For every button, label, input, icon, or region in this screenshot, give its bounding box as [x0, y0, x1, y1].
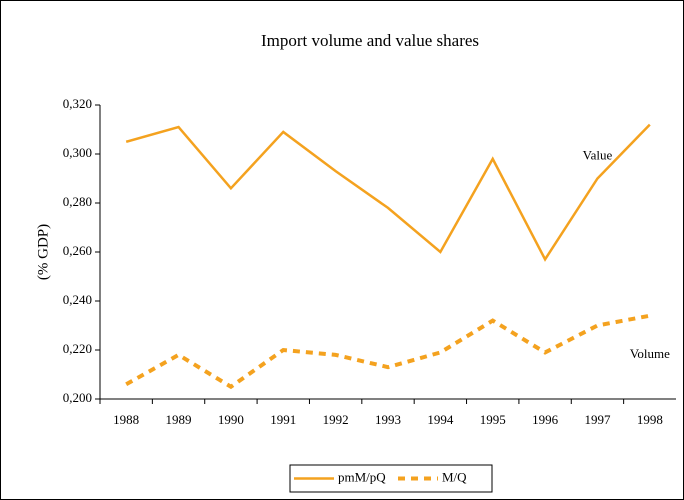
- data-line: [125, 123, 651, 262]
- y-tick-label: 0,240: [63, 292, 92, 307]
- x-tick-label: 1991: [270, 412, 296, 427]
- y-tick-label: 0,200: [63, 390, 92, 405]
- y-tick-label: 0,280: [63, 194, 92, 209]
- y-axis-label: (% GDP): [35, 224, 51, 280]
- chart-title: Import volume and value shares: [261, 31, 479, 50]
- x-tick-label: 1994: [427, 412, 454, 427]
- annotation: Volume: [630, 346, 670, 361]
- x-tick-label: 1997: [584, 412, 611, 427]
- y-tick-label: 0,220: [63, 341, 92, 356]
- legend-label: M/Q: [442, 469, 467, 484]
- x-tick-label: 1995: [480, 412, 506, 427]
- y-tick-label: 0,320: [63, 96, 92, 111]
- x-tick-label: 1998: [637, 412, 663, 427]
- x-tick-label: 1988: [113, 412, 139, 427]
- x-tick-label: 1990: [218, 412, 244, 427]
- x-tick-label: 1996: [532, 412, 559, 427]
- annotation: Value: [583, 147, 613, 162]
- x-tick-label: 1992: [323, 412, 349, 427]
- y-tick-label: 0,300: [63, 145, 92, 160]
- legend-label: pmM/pQ: [338, 469, 386, 484]
- y-tick-label: 0,260: [63, 243, 92, 258]
- x-tick-label: 1989: [166, 412, 192, 427]
- data-line: [125, 313, 651, 390]
- x-tick-label: 1993: [375, 412, 401, 427]
